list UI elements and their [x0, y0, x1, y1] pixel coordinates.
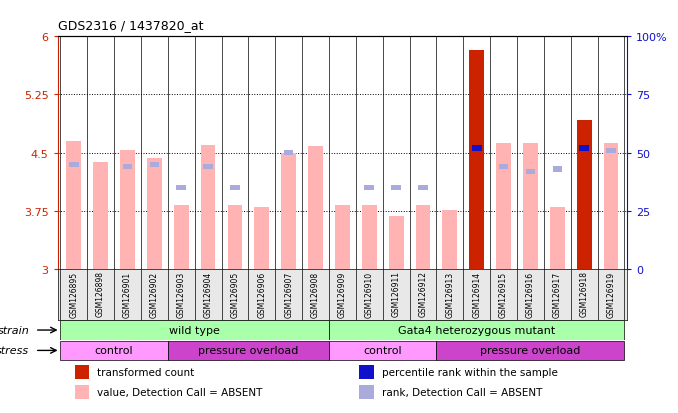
- Bar: [120, 151, 135, 269]
- Bar: [606, 148, 616, 154]
- Bar: [359, 385, 374, 399]
- Bar: [284, 150, 294, 156]
- Text: GSM126919: GSM126919: [607, 271, 616, 317]
- Text: GSM126901: GSM126901: [123, 271, 132, 317]
- Text: value, Detection Call = ABSENT: value, Detection Call = ABSENT: [98, 387, 263, 397]
- Bar: [443, 211, 457, 269]
- Bar: [391, 185, 401, 191]
- Bar: [472, 146, 481, 151]
- Text: GSM126916: GSM126916: [526, 271, 535, 317]
- Bar: [335, 206, 350, 269]
- Bar: [66, 142, 81, 269]
- Text: GSM126895: GSM126895: [69, 271, 78, 317]
- Text: GSM126904: GSM126904: [203, 271, 213, 317]
- Bar: [469, 51, 484, 269]
- Bar: [362, 206, 377, 269]
- Text: control: control: [95, 346, 134, 356]
- Bar: [60, 341, 167, 360]
- Text: transformed count: transformed count: [98, 367, 195, 377]
- Bar: [329, 341, 437, 360]
- Bar: [577, 121, 591, 269]
- Bar: [499, 164, 508, 170]
- Bar: [550, 207, 565, 269]
- Bar: [437, 341, 624, 360]
- Text: GSM126906: GSM126906: [257, 271, 266, 317]
- Text: GSM126902: GSM126902: [150, 271, 159, 317]
- Bar: [525, 169, 535, 175]
- Text: GSM126918: GSM126918: [580, 271, 589, 317]
- Bar: [60, 320, 329, 340]
- Bar: [75, 365, 89, 379]
- Text: GSM126903: GSM126903: [177, 271, 186, 317]
- Bar: [418, 185, 428, 191]
- Bar: [123, 164, 132, 170]
- Bar: [416, 206, 431, 269]
- Text: wild type: wild type: [170, 325, 220, 335]
- Bar: [329, 320, 624, 340]
- Text: pressure overload: pressure overload: [198, 346, 298, 356]
- Text: GSM126908: GSM126908: [311, 271, 320, 317]
- Text: GSM126905: GSM126905: [231, 271, 239, 317]
- Bar: [523, 143, 538, 269]
- Bar: [150, 162, 159, 168]
- Text: GSM126914: GSM126914: [472, 271, 481, 317]
- Bar: [201, 145, 216, 269]
- Text: strain: strain: [0, 325, 29, 335]
- Text: GSM126911: GSM126911: [392, 271, 401, 317]
- Bar: [359, 365, 374, 379]
- Text: pressure overload: pressure overload: [480, 346, 580, 356]
- Text: percentile rank within the sample: percentile rank within the sample: [382, 367, 558, 377]
- Bar: [147, 159, 162, 269]
- Text: rank, Detection Call = ABSENT: rank, Detection Call = ABSENT: [382, 387, 542, 397]
- Text: GSM126912: GSM126912: [418, 271, 428, 317]
- Text: GSM126915: GSM126915: [499, 271, 508, 317]
- Text: GSM126913: GSM126913: [445, 271, 454, 317]
- Bar: [308, 147, 323, 269]
- Bar: [496, 143, 511, 269]
- Bar: [365, 185, 374, 191]
- Bar: [230, 185, 240, 191]
- Bar: [281, 153, 296, 269]
- Bar: [203, 164, 213, 170]
- Bar: [553, 167, 562, 172]
- Bar: [69, 162, 79, 168]
- Text: stress: stress: [0, 346, 29, 356]
- Bar: [174, 205, 188, 269]
- Text: GSM126917: GSM126917: [553, 271, 562, 317]
- Bar: [75, 385, 89, 399]
- Text: GSM126910: GSM126910: [365, 271, 374, 317]
- Text: control: control: [363, 346, 402, 356]
- Text: Gata4 heterozygous mutant: Gata4 heterozygous mutant: [398, 325, 555, 335]
- Bar: [580, 146, 589, 151]
- Bar: [228, 205, 242, 269]
- Bar: [254, 207, 269, 269]
- Bar: [93, 163, 108, 269]
- Text: GSM126907: GSM126907: [284, 271, 293, 317]
- Text: GDS2316 / 1437820_at: GDS2316 / 1437820_at: [58, 19, 203, 31]
- Text: GSM126909: GSM126909: [338, 271, 347, 317]
- Bar: [603, 143, 618, 269]
- Text: GSM126898: GSM126898: [96, 271, 105, 317]
- Bar: [176, 185, 186, 191]
- Bar: [167, 341, 329, 360]
- Bar: [388, 217, 403, 269]
